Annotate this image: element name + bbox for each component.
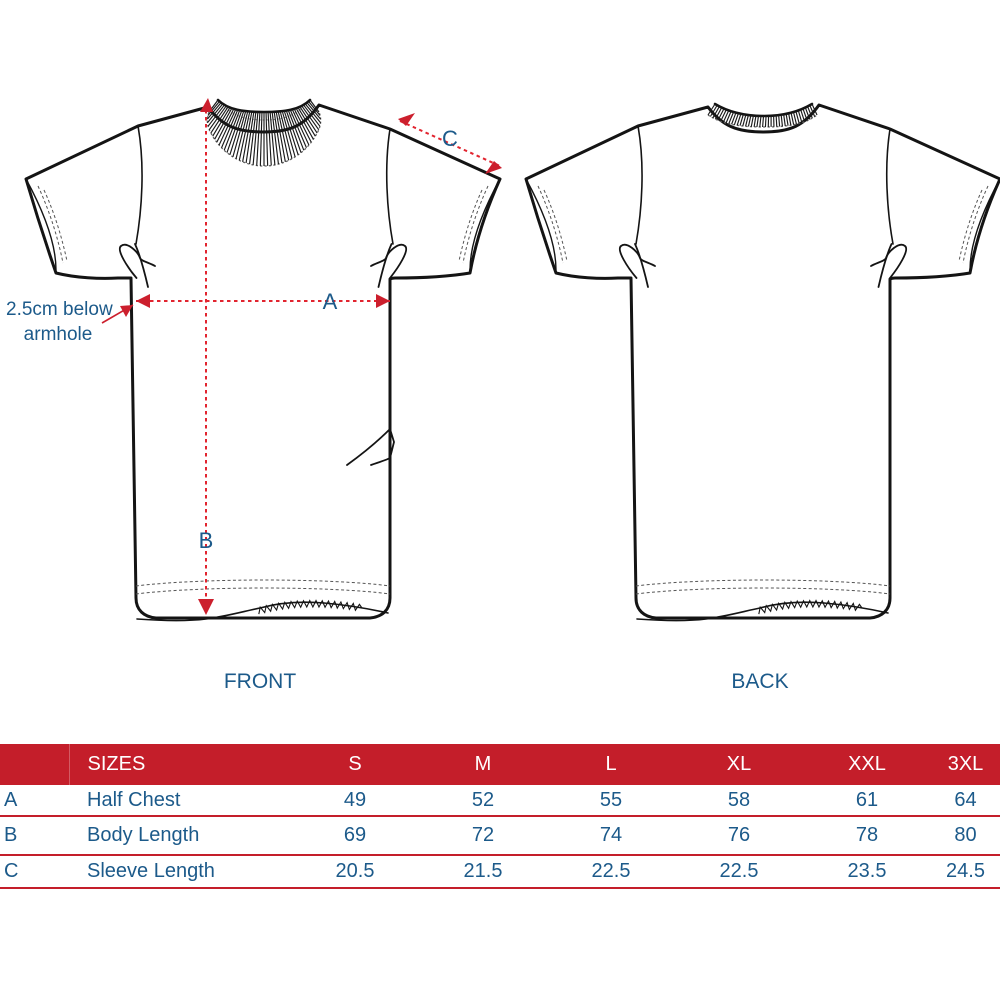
svg-text:2.5cm below: 2.5cm below xyxy=(6,299,113,320)
svg-text:C: C xyxy=(442,126,458,151)
svg-text:armhole: armhole xyxy=(24,324,93,345)
svg-text:BACK: BACK xyxy=(731,670,788,693)
svg-text:A: A xyxy=(323,289,338,314)
svg-text:FRONT: FRONT xyxy=(224,670,296,693)
svg-text:B: B xyxy=(199,528,214,553)
